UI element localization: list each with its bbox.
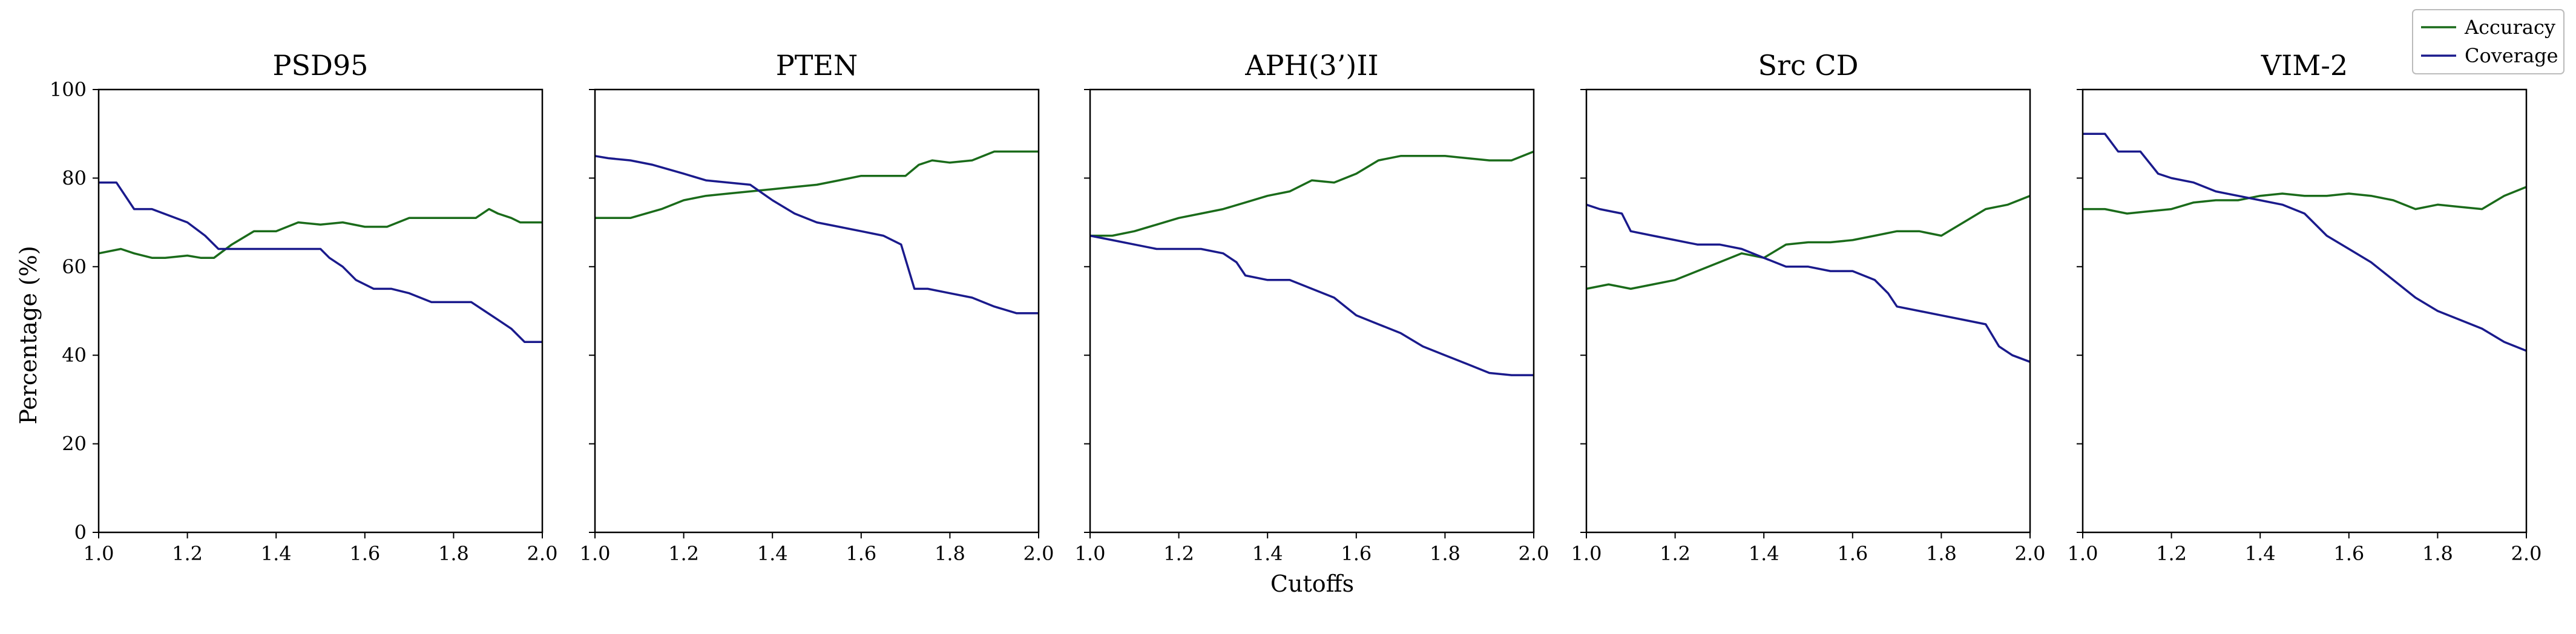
series-line-accuracy <box>98 208 542 259</box>
plot-frame <box>1585 88 2031 534</box>
y-tick-label: 60 <box>62 255 87 278</box>
plot-frame <box>594 88 1040 534</box>
plot-frame <box>97 88 544 534</box>
y-tick-label: 40 <box>62 344 87 367</box>
x-tick-label: 1.8 <box>2422 542 2453 565</box>
y-axis-label: Percentage (%) <box>15 246 42 424</box>
x-tick-label: 1.2 <box>172 542 203 565</box>
x-tick-label: 1.4 <box>1749 542 1779 565</box>
x-tick-label: 1.2 <box>2156 542 2187 565</box>
y-tick-label: 20 <box>62 433 87 456</box>
x-tick-label: 2.0 <box>527 542 558 565</box>
x-tick-label: 1.4 <box>757 542 788 565</box>
series-line-accuracy <box>2083 186 2527 215</box>
series-line-accuracy <box>595 150 1039 220</box>
legend-box <box>2412 9 2564 74</box>
x-tick-label: 1.0 <box>1571 542 1602 565</box>
x-tick-label: 1.0 <box>2068 542 2098 565</box>
x-tick-label: 1.6 <box>2333 542 2364 565</box>
y-tick-label: 0 <box>74 521 87 544</box>
x-tick-label: 2.0 <box>1519 542 1549 565</box>
x-tick-label: 1.8 <box>935 542 965 565</box>
legend-label-coverage: Coverage <box>2465 44 2558 67</box>
x-tick-label: 1.2 <box>668 542 699 565</box>
panel-aph-3-ii: APH(3’)II 1.0 1.2 1.4 1.6 1.8 2.0 <box>1075 49 1549 565</box>
series-line-coverage <box>1586 203 2031 363</box>
x-tick-label: 1.0 <box>1075 542 1106 565</box>
panels: PSD95 1.0 1.2 1.4 1.6 1.8 2.0 0 20 40 60 80 100 PTEN 1… <box>50 49 2542 565</box>
x-tick-label: 1.6 <box>349 542 380 565</box>
series-line-coverage <box>594 155 1039 315</box>
x-tick-label: 2.0 <box>2511 542 2542 565</box>
x-tick-label: 1.6 <box>1837 542 1868 565</box>
x-tick-label: 1.4 <box>1252 542 1283 565</box>
x-tick-label: 2.0 <box>1024 542 1054 565</box>
panel-psd95: PSD95 1.0 1.2 1.4 1.6 1.8 2.0 0 20 40 60 80 100 <box>50 49 558 565</box>
panel-pten: PTEN 1.0 1.2 1.4 1.6 1.8 2.0 <box>580 49 1054 565</box>
series-line-coverage <box>99 181 542 343</box>
series-line-coverage <box>2083 132 2527 352</box>
legend-label-accuracy: Accuracy <box>2464 16 2555 39</box>
x-tick-label: 1.6 <box>1341 542 1372 565</box>
plot-frame <box>2082 88 2528 534</box>
x-tick-label: 1.4 <box>2245 542 2276 565</box>
x-tick-label: 1.2 <box>1163 542 1194 565</box>
x-axis-label: Cutoffs <box>1270 570 1354 597</box>
y-tick-label: 100 <box>50 78 87 101</box>
panel-title: APH(3’)II <box>1244 49 1378 82</box>
x-tick-label: 2.0 <box>2015 542 2046 565</box>
legend: Accuracy Coverage <box>2412 9 2564 74</box>
x-tick-label: 1.8 <box>438 542 469 565</box>
y-tick-label: 80 <box>62 166 87 189</box>
plot-frame <box>1089 88 1535 534</box>
panel-title: PSD95 <box>273 49 369 82</box>
series-line-accuracy <box>1586 195 2031 290</box>
panel-title: Src CD <box>1758 49 1859 82</box>
series-line-accuracy <box>1090 150 1534 237</box>
panel-title: VIM-2 <box>2261 49 2348 82</box>
panel-title: PTEN <box>776 49 858 82</box>
series-line-coverage <box>1089 234 1534 376</box>
x-tick-label: 1.2 <box>1660 542 1690 565</box>
x-tick-label: 1.0 <box>84 542 114 565</box>
x-tick-label: 1.8 <box>1430 542 1460 565</box>
x-tick-label: 1.6 <box>846 542 876 565</box>
x-tick-label: 1.4 <box>261 542 292 565</box>
panel-vim-2: VIM-2 1.0 1.2 1.4 1.6 1.8 2.0 <box>2068 49 2542 565</box>
x-tick-label: 1.0 <box>580 542 611 565</box>
panel-src-cd: Src CD 1.0 1.2 1.4 1.6 1.8 2.0 <box>1571 49 2046 565</box>
x-tick-label: 1.8 <box>1926 542 1957 565</box>
